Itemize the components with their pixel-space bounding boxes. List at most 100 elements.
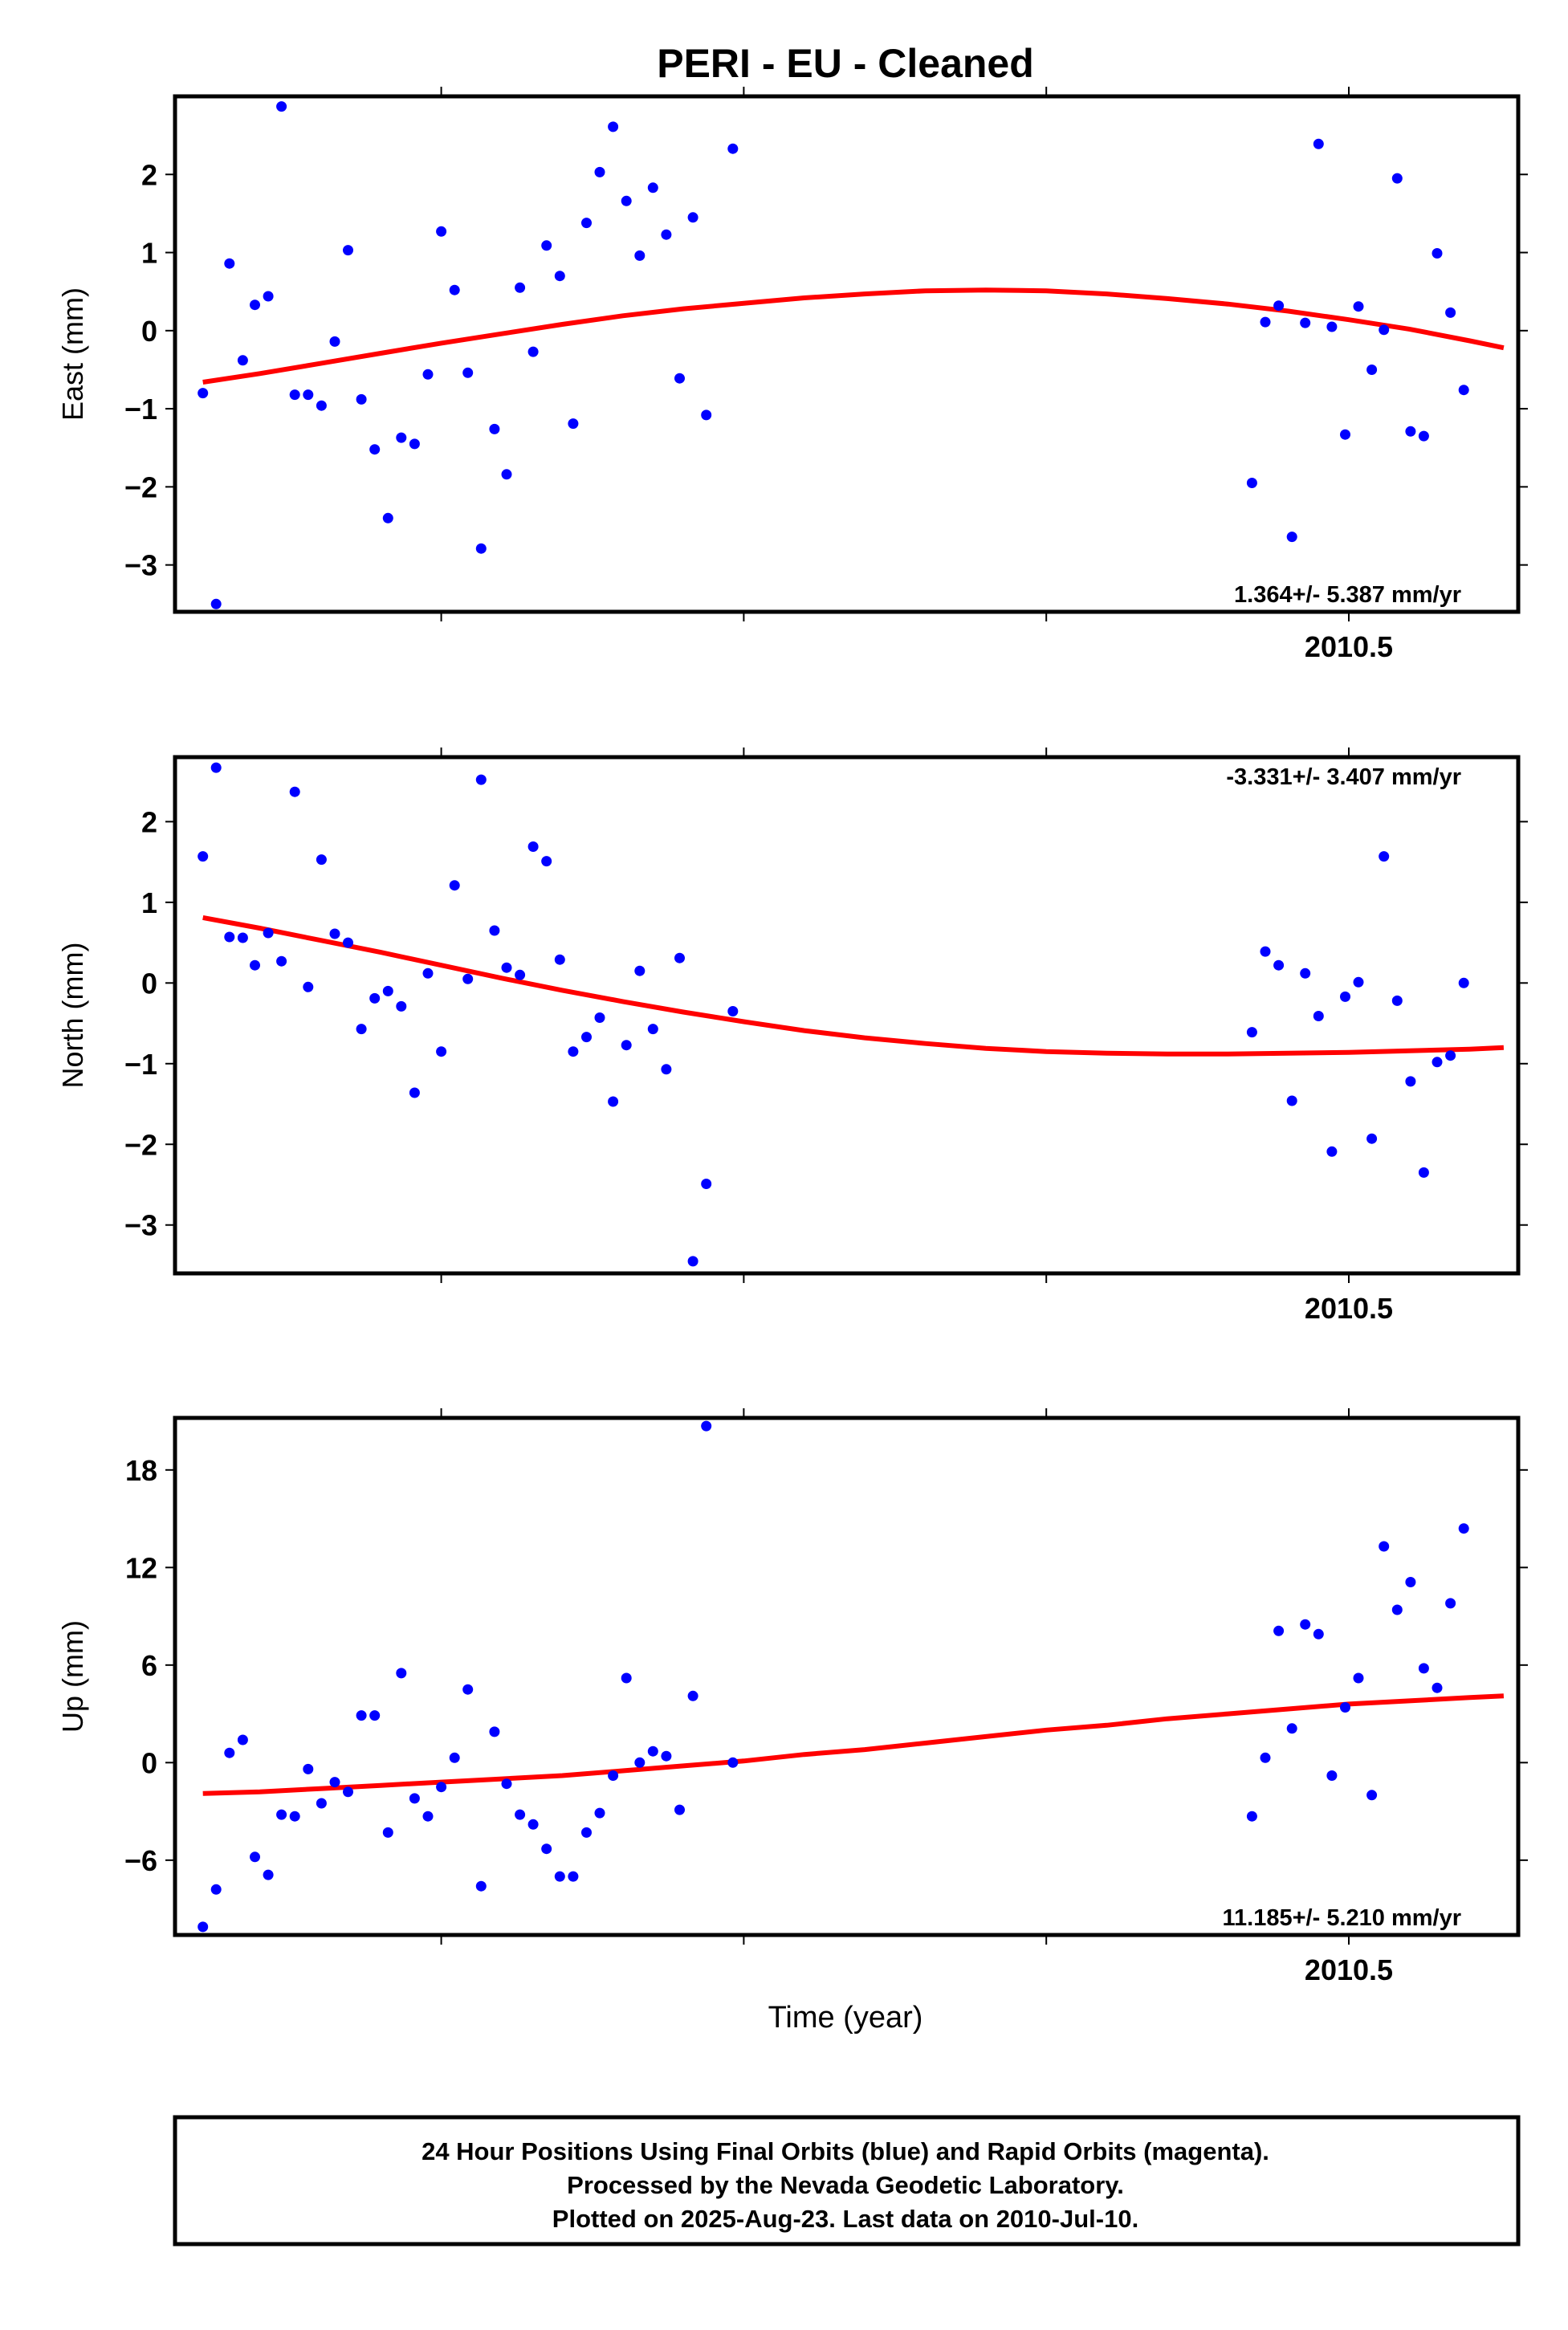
x-axis-label: Time (year) (768, 2001, 923, 2035)
east-data-point (1326, 321, 1338, 332)
up-data-point (475, 1880, 487, 1892)
east-data-point (687, 212, 698, 223)
up-data-point (515, 1809, 526, 1820)
north-y-axis-label: North (mm) (56, 943, 89, 1089)
north-data-point (701, 1179, 712, 1189)
up-data-point (303, 1763, 314, 1774)
north-data-point (475, 774, 487, 785)
east-data-point (1340, 429, 1350, 440)
east-rate-label: 1.364+/- 5.387 mm/yr (1234, 582, 1461, 608)
east-xtick-label: 2010.5 (1305, 630, 1393, 663)
north-data-point (581, 1032, 592, 1043)
east-data-point (422, 369, 434, 380)
east-data-point (1286, 532, 1297, 543)
east-data-point (634, 250, 646, 261)
east-data-point (462, 367, 474, 378)
up-data-point (1286, 1723, 1297, 1734)
east-data-point (369, 444, 381, 455)
east-data-point (1445, 307, 1456, 318)
up-data-point (436, 1782, 447, 1793)
up-data-point (449, 1752, 460, 1763)
north-data-point (1313, 1011, 1324, 1021)
up-data-point (1379, 1541, 1390, 1552)
up-data-point (343, 1786, 353, 1798)
up-fit-line (202, 1693, 1505, 1796)
east-data-point (1246, 478, 1257, 488)
north-data-point (647, 1024, 658, 1035)
up-data-point (276, 1809, 287, 1820)
up-data-point (250, 1851, 260, 1863)
east-y-axis-label: East (mm) (56, 287, 89, 421)
up-data-point (224, 1747, 235, 1758)
up-data-point (1458, 1523, 1469, 1534)
east-data-point (356, 393, 367, 405)
east-data-point (727, 143, 739, 154)
up-data-point (382, 1827, 393, 1838)
east-data-point (568, 418, 579, 430)
east-data-point (527, 346, 539, 357)
north-data-point (1379, 851, 1390, 862)
up-data-point (1326, 1770, 1338, 1781)
north-data-point (1432, 1057, 1443, 1068)
north-data-point (687, 1256, 698, 1267)
up-data-point (1340, 1702, 1350, 1713)
up-data-point (210, 1884, 222, 1895)
north-data-point (316, 854, 327, 866)
east-data-point (1432, 248, 1443, 259)
north-data-point (198, 851, 209, 862)
north-data-point (224, 931, 235, 943)
up-data-point (594, 1807, 605, 1819)
footer-box: 24 Hour Positions Using Final Orbits (bl… (173, 2115, 1521, 2246)
east-data-point (449, 284, 460, 295)
east-data-point (1300, 317, 1311, 328)
north-data-point (554, 954, 565, 965)
north-data-point (674, 952, 685, 963)
east-data-point (289, 389, 300, 401)
east-ytick-label: −1 (124, 393, 157, 426)
up-data-point (634, 1757, 646, 1768)
footer-line-1: 24 Hour Positions Using Final Orbits (bl… (422, 2137, 1269, 2165)
east-data-point (661, 229, 672, 240)
north-ytick-label: 2 (141, 805, 157, 838)
up-data-point (356, 1710, 367, 1721)
up-data-point (621, 1672, 632, 1684)
east-panel: 2 1 0 −1 −2 −3 2010.5 East (mm) 1.364+/- 5.387 m… (56, 87, 1528, 663)
north-data-point (422, 967, 434, 979)
north-data-point (621, 1040, 632, 1051)
up-data-point (1366, 1790, 1378, 1801)
up-data-point (316, 1798, 327, 1809)
up-data-point (674, 1804, 685, 1815)
north-data-point (436, 1046, 447, 1057)
up-ytick-label: 6 (141, 1649, 157, 1682)
up-panel: 18 12 6 0 −6 2010.5 Up (mm) 11.185+/- 5.210 mm/… (56, 1408, 1528, 1986)
north-data-point (303, 981, 314, 992)
north-data-point (263, 927, 274, 939)
north-data-point (1273, 959, 1285, 971)
east-data-point (237, 355, 248, 366)
north-data-point (462, 973, 474, 984)
up-data-point (198, 1921, 209, 1933)
up-data-point (501, 1778, 512, 1790)
up-data-point (1405, 1577, 1416, 1587)
east-data-point (1260, 316, 1271, 328)
north-data-point (409, 1087, 420, 1098)
east-data-point (224, 258, 235, 269)
east-data-point (515, 282, 526, 293)
north-data-point (1391, 995, 1403, 1006)
east-data-point (303, 389, 314, 401)
up-data-point (396, 1668, 407, 1679)
up-plot-frame (173, 1416, 1521, 1937)
north-data-point (541, 856, 552, 867)
north-data-point (634, 965, 646, 976)
east-data-point (1353, 301, 1364, 312)
up-data-point (1353, 1672, 1364, 1684)
up-xtick-label: 2010.5 (1305, 1953, 1393, 1986)
up-data-point (263, 1869, 274, 1880)
north-data-point (1445, 1050, 1456, 1061)
east-ytick-label: −3 (124, 549, 157, 582)
north-ytick-label: −2 (124, 1128, 157, 1161)
up-data-point (422, 1811, 434, 1822)
east-data-point (1405, 426, 1416, 437)
east-data-point (594, 166, 605, 177)
north-data-point (1300, 967, 1311, 979)
